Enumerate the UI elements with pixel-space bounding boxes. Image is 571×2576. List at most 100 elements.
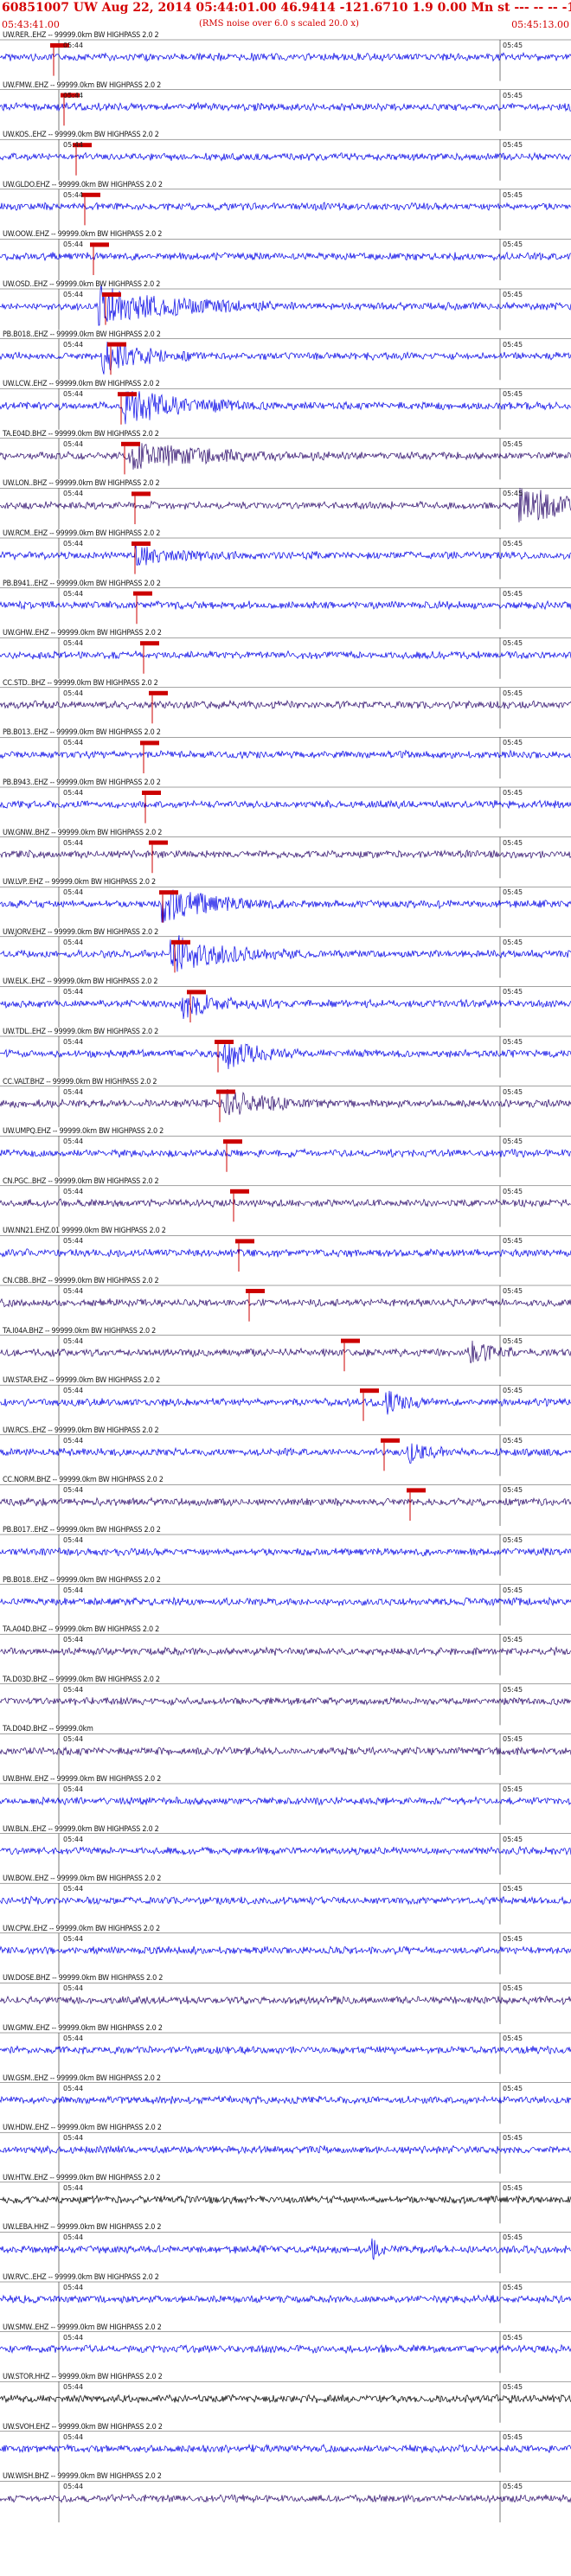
end-time: 05:45:13.00 [511,19,569,30]
seismic-trace [0,1298,571,1308]
station-label: UW.RCS..EHZ -- 99999.0km BW HIGHPASS 2.0… [3,1426,159,1435]
minute-tick-label: 05:44 [63,1087,84,1096]
minute-tick-label: 05:44 [63,1436,84,1445]
minute-tick-label: 05:44 [63,1486,84,1495]
station-label: CN.CBB..BHZ -- 99999.0km BW HIGHPASS 2.0… [3,1277,159,1285]
minute-tick-label: 05:44 [63,789,84,797]
phase-pick-marker [121,441,140,446]
minute-tick-label: 05:44 [63,988,84,996]
station-label: CC.STD..BHZ -- 99999.0km BW HIGHPASS 2.0… [3,678,158,688]
seismic-trace [0,1796,571,1806]
seismic-trace [0,151,571,162]
record-header: 60851007 UW Aug 22, 2014 05:44:01.00 46.… [0,0,571,35]
phase-pick-marker [149,840,168,845]
minute-tick-label: 05:44 [63,540,84,548]
minute-tick-label: 05:45 [503,291,523,298]
minute-tick-label: 05:45 [503,1536,523,1544]
seismic-trace [0,749,571,759]
minute-tick-label: 05:45 [503,190,523,199]
seismic-trace [0,285,571,326]
phase-pick-marker [50,43,69,48]
minute-tick-label: 05:44 [63,2134,84,2143]
phase-pick-marker [230,1189,249,1194]
station-label: UW.KOS..EHZ -- 99999.0km BW HIGHPASS 2.0… [3,131,159,140]
station-label: UW.BOW..EHZ -- 99999.0km BW HIGHPASS 2.0… [3,1874,162,1884]
station-label: PB.B018..EHZ -- 99999.0km BW HIGHPASS 2.… [3,330,161,339]
minute-tick-label: 05:45 [503,1486,523,1495]
minute-tick-label: 05:44 [63,938,84,946]
minute-tick-label: 05:44 [63,689,84,697]
phase-pick-marker [118,392,137,397]
seismic-trace [0,391,571,425]
minute-tick-label: 05:45 [503,1336,523,1345]
minute-tick-label: 05:45 [503,240,523,249]
phase-pick-marker [216,1089,235,1094]
seismic-trace [0,1043,571,1070]
minute-tick-label: 05:45 [503,2432,523,2441]
station-label: UW.RVC..EHZ -- 99999.0km BW HIGHPASS 2.0… [3,2273,159,2282]
seismic-trace [0,1088,571,1116]
minute-tick-label: 05:45 [503,2284,523,2291]
minute-tick-label: 05:45 [503,2483,523,2491]
minute-tick-label: 05:44 [63,1785,84,1793]
minute-tick-label: 05:45 [503,689,523,697]
station-label: CC.VALT.BHZ -- 99999.0km BW HIGHPASS 2.0… [3,1077,157,1086]
minute-tick-label: 05:44 [63,639,84,648]
minute-tick-label: 05:44 [63,1237,84,1246]
station-label: UW.TDL..EHZ -- 99999.0km BW HIGHPASS 2.0… [3,1028,159,1036]
seismic-trace [0,994,571,1020]
seismic-trace [0,202,571,212]
minute-tick-label: 05:45 [503,2134,523,2143]
minute-tick-label: 05:44 [63,1586,84,1594]
minute-tick-label: 05:44 [63,1735,84,1744]
station-label: TA.E04D.BHZ -- 99999.0km BW HIGHPASS 2.0… [3,429,159,439]
minute-tick-label: 05:45 [503,888,523,897]
station-label: TA.D04D.BHZ -- 99999.0km [3,1725,93,1734]
station-label: TA.I04A.BHZ -- 99999.0km BW HIGHPASS 2.0… [3,1326,156,1336]
station-label: PB.B018..EHZ -- 99999.0km BW HIGHPASS 2.… [3,1575,161,1585]
minute-tick-label: 05:44 [63,141,84,150]
minute-tick-label: 05:44 [63,2084,84,2092]
minute-tick-label: 05:45 [503,490,523,498]
seismic-trace [0,1645,571,1657]
minute-tick-label: 05:44 [63,739,84,747]
seismic-trace [0,1443,571,1464]
seismic-trace [0,2343,571,2355]
phase-pick-marker [133,591,152,596]
minute-tick-label: 05:45 [503,2383,523,2392]
phase-pick-marker [235,1239,254,1244]
station-label: UW.HTW..EHZ -- 99999.0km BW HIGHPASS 2.0… [3,2173,161,2182]
seismic-trace [0,2493,571,2504]
phase-pick-marker [132,541,151,546]
phase-pick-marker [246,1289,265,1293]
minute-tick-label: 05:45 [503,1038,523,1046]
station-label: PB.B017..EHZ -- 99999.0km BW HIGHPASS 2.… [3,1526,161,1535]
station-label: UW.FMW..EHZ -- 99999.0km BW HIGHPASS 2.0… [3,80,161,90]
phase-pick-marker [61,93,80,98]
seismic-trace [0,2443,571,2454]
minute-tick-label: 05:45 [503,1436,523,1445]
seismic-trace [0,51,571,62]
station-label: TA.A04D.BHZ -- 99999.0km BW HIGHPASS 2.0… [3,1625,159,1635]
seismic-trace [0,1248,571,1259]
minute-tick-label: 05:45 [503,1685,523,1694]
phase-pick-marker [102,292,121,297]
phase-pick-marker [73,143,92,148]
seismic-trace [0,2294,571,2304]
minute-tick-label: 05:44 [63,2284,84,2291]
seismic-trace [0,1198,571,1208]
station-label: UW.LEBA.HHZ -- 99999.0km BW HIGHPASS 2.0… [3,2223,162,2233]
seismic-trace [0,1746,571,1757]
seismic-trace [0,542,571,566]
seismic-trace [0,889,571,923]
seismic-trace [0,1596,571,1607]
minute-tick-label: 05:44 [63,2333,84,2342]
seismic-trace [0,1696,571,1707]
seismic-trace [0,1995,571,2006]
minute-tick-label: 05:45 [503,1885,523,1894]
minute-tick-label: 05:45 [503,42,523,49]
seismic-trace [0,251,571,262]
seismic-trace [0,849,571,860]
minute-tick-label: 05:44 [63,2233,84,2242]
